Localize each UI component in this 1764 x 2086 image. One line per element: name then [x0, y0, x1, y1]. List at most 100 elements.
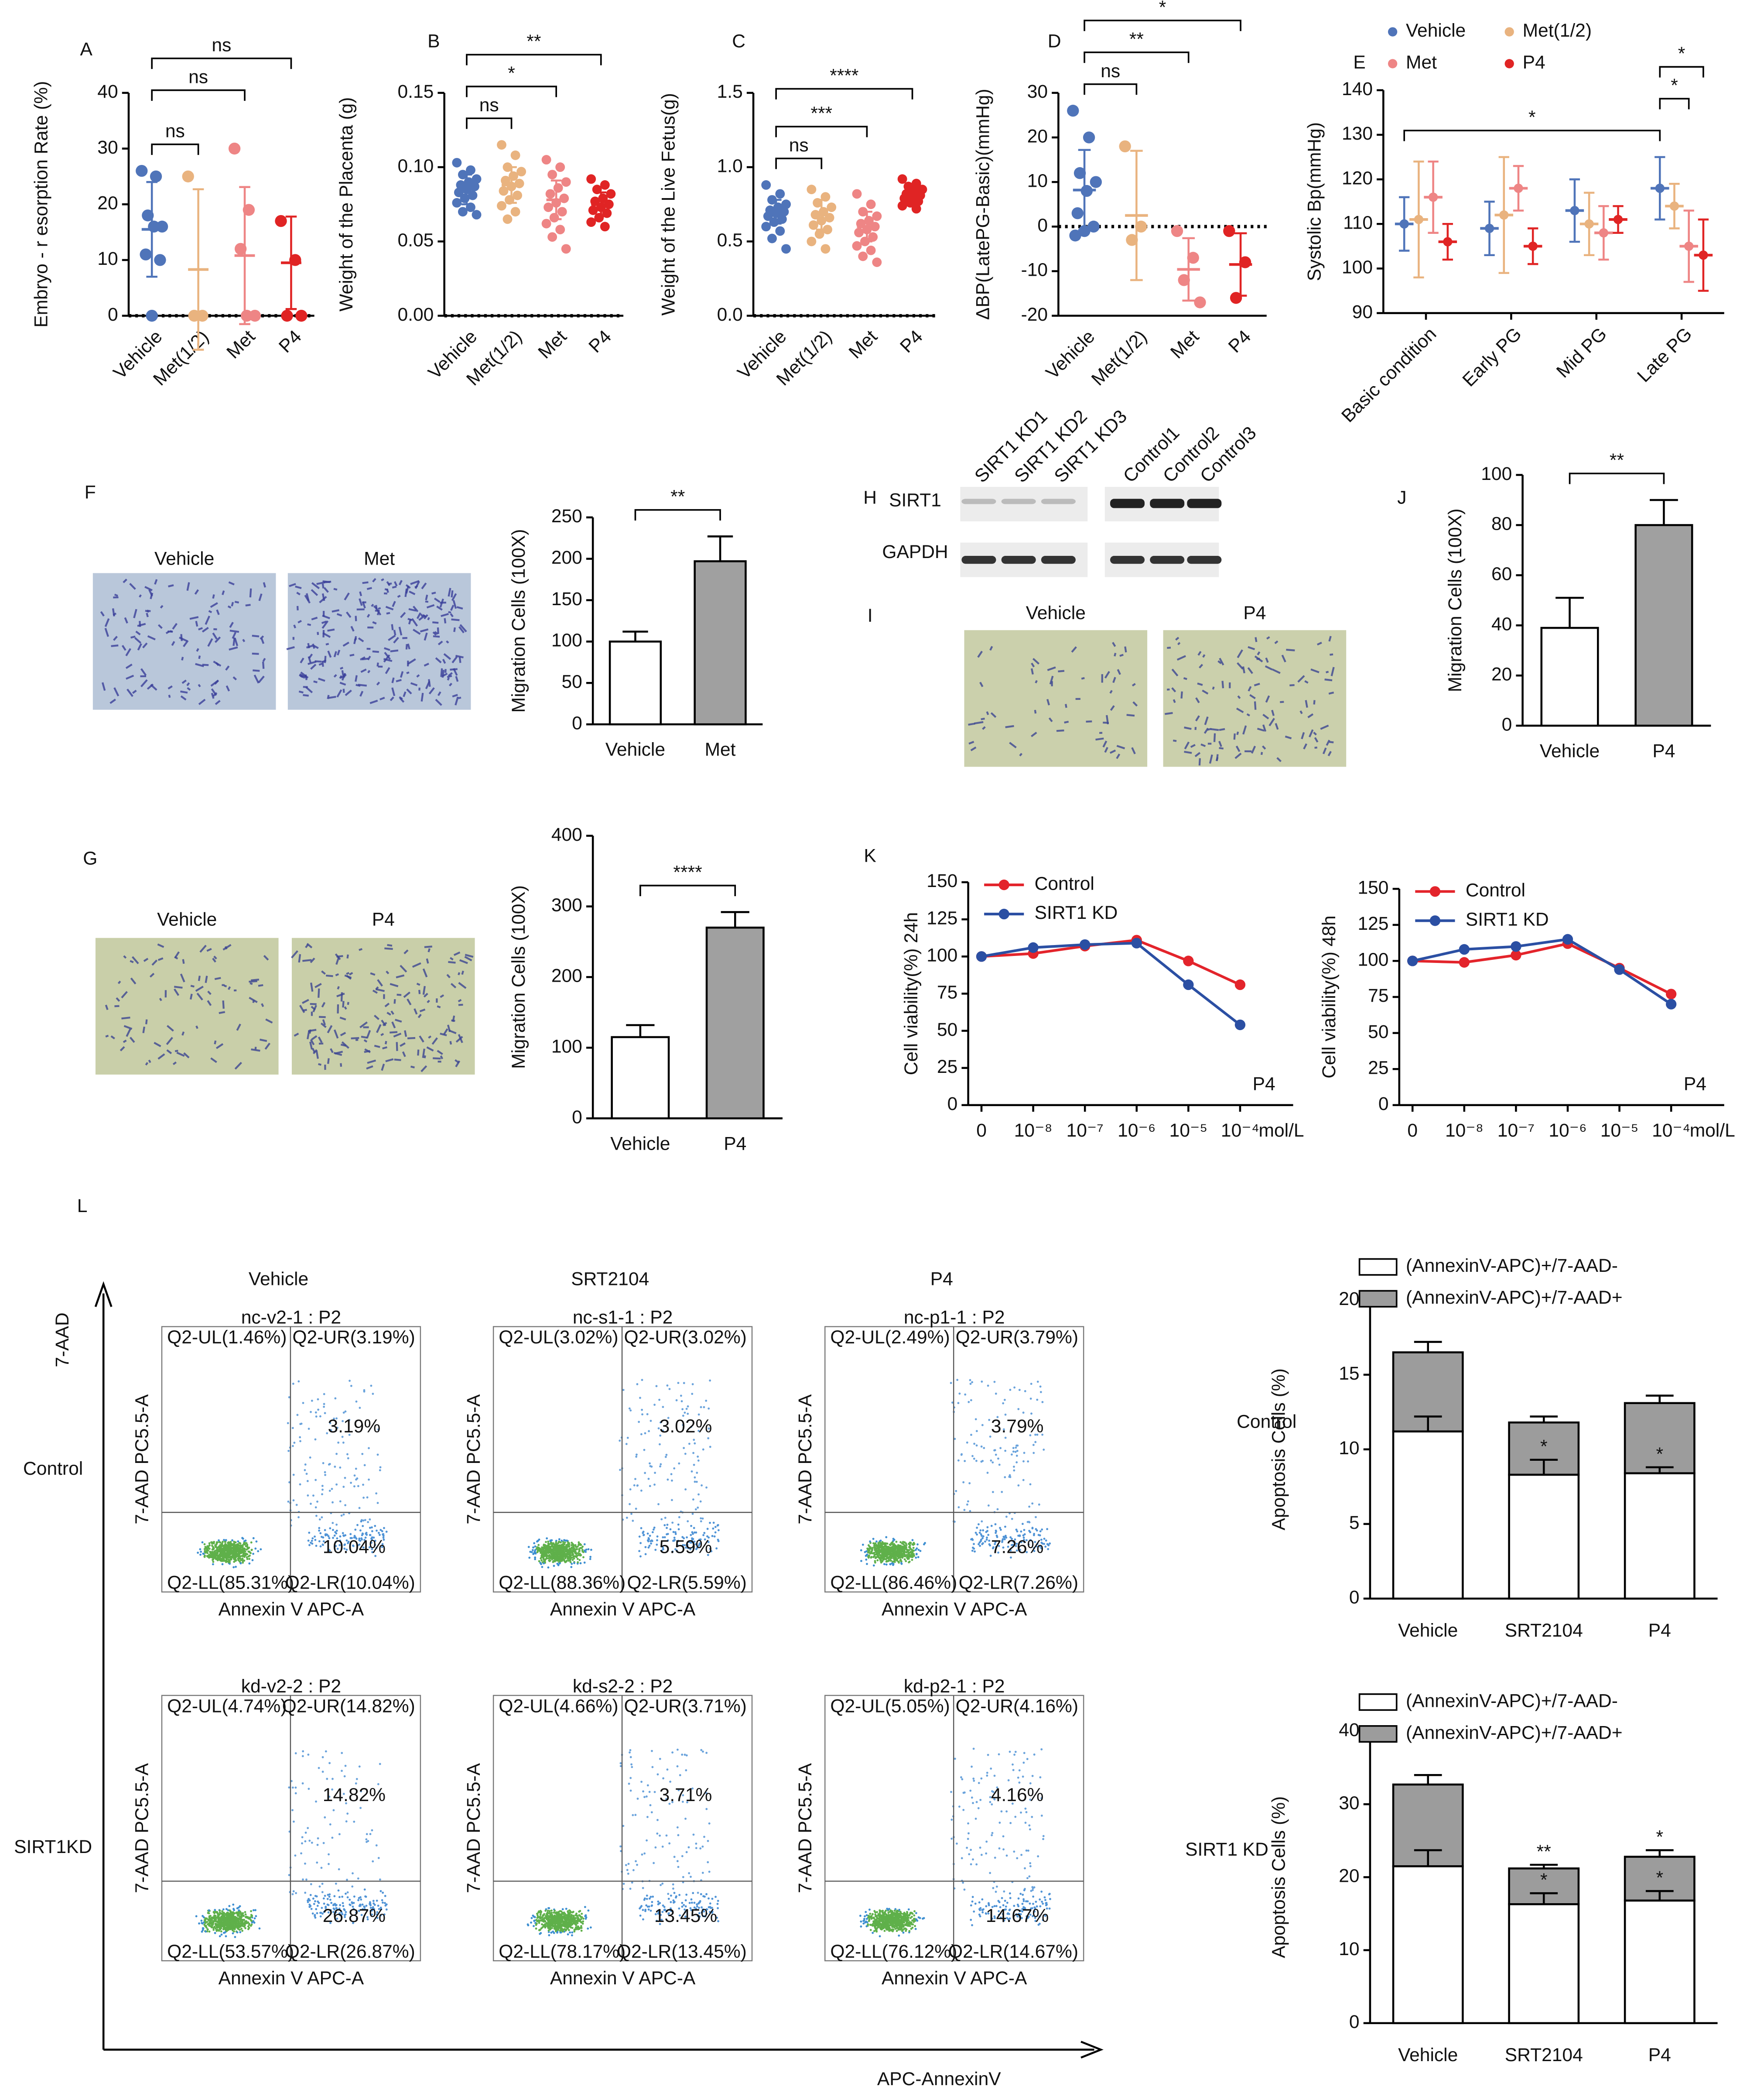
cell [260, 635, 264, 640]
event [370, 1538, 373, 1540]
event [361, 1538, 363, 1541]
event [1030, 1412, 1032, 1415]
cell [419, 1008, 426, 1012]
cell [1202, 654, 1206, 658]
event [212, 1546, 215, 1548]
cell [1286, 648, 1295, 651]
event [912, 1543, 914, 1545]
event [346, 1891, 349, 1894]
cell [322, 1019, 326, 1025]
cell [305, 944, 309, 949]
event [328, 1893, 331, 1896]
event [668, 1388, 671, 1391]
cell [309, 1041, 313, 1050]
cell [1212, 686, 1215, 690]
event [344, 1504, 347, 1507]
event [308, 1544, 311, 1546]
cell [386, 1011, 391, 1016]
cell [1301, 732, 1305, 740]
event [328, 1463, 330, 1466]
cell [258, 984, 263, 987]
event [658, 1443, 661, 1445]
event [571, 1541, 573, 1544]
event [315, 1895, 318, 1898]
cell [1313, 731, 1317, 736]
event [1011, 1517, 1013, 1520]
cell [225, 665, 230, 671]
event [619, 1439, 621, 1442]
cell [315, 983, 322, 988]
cell [1276, 757, 1282, 762]
cell [1322, 747, 1327, 754]
event [700, 1406, 702, 1408]
event [585, 1551, 587, 1553]
event [562, 1543, 565, 1545]
cell [1257, 651, 1261, 656]
event [341, 1752, 343, 1754]
cell [229, 646, 238, 651]
cell [990, 712, 997, 718]
event [355, 1467, 357, 1470]
event [908, 1561, 910, 1564]
micrograph [287, 573, 471, 710]
event [332, 1529, 334, 1531]
significance-bracket [151, 89, 246, 101]
event [1004, 1476, 1006, 1479]
event [311, 1539, 313, 1542]
event [370, 1526, 373, 1529]
cell [977, 651, 983, 658]
cell [1297, 675, 1305, 683]
cell [104, 618, 110, 627]
event [973, 1442, 976, 1445]
quadrant-label: Q2-LR(7.26%) [959, 1572, 1078, 1593]
event [1017, 1484, 1020, 1487]
cell [1197, 682, 1203, 686]
event [372, 1900, 375, 1902]
significance-bracket [466, 86, 557, 97]
event [225, 1908, 228, 1910]
event [708, 1536, 710, 1539]
event [687, 1405, 689, 1408]
cell [1262, 724, 1267, 732]
event [558, 1562, 561, 1565]
event [667, 1478, 669, 1481]
cell [1257, 727, 1265, 732]
data-point [458, 207, 468, 217]
cell [409, 590, 416, 595]
event [221, 1915, 223, 1918]
event [666, 1533, 668, 1535]
event [693, 1527, 695, 1529]
event [359, 1407, 361, 1409]
significance-label: * [1540, 1870, 1548, 1891]
event [308, 1531, 311, 1534]
event [212, 1561, 215, 1563]
cell [123, 955, 127, 959]
event [619, 1469, 621, 1471]
event [234, 1541, 237, 1544]
significance-label: ns [212, 35, 231, 56]
cell [198, 699, 206, 705]
data-point [545, 189, 555, 199]
event [1014, 1451, 1017, 1453]
panel-label: G [83, 848, 97, 869]
cell [189, 616, 199, 620]
data-point [196, 309, 209, 322]
plot-y-label: 7-AAD PC5.5-A [132, 1394, 153, 1524]
cell [422, 1048, 425, 1058]
cell [260, 1038, 267, 1042]
cell [318, 1063, 322, 1066]
cell [390, 983, 399, 987]
cell [441, 670, 445, 678]
x-tick-label: Vehicle [610, 1133, 670, 1154]
event [246, 1553, 249, 1555]
cell [202, 627, 209, 633]
event [678, 1462, 680, 1465]
event [305, 1473, 308, 1475]
cell [421, 582, 427, 589]
event [363, 1464, 366, 1466]
cell [464, 956, 472, 962]
cell [450, 983, 457, 989]
event [307, 1827, 309, 1829]
event [885, 1560, 888, 1562]
cell [311, 1035, 318, 1041]
